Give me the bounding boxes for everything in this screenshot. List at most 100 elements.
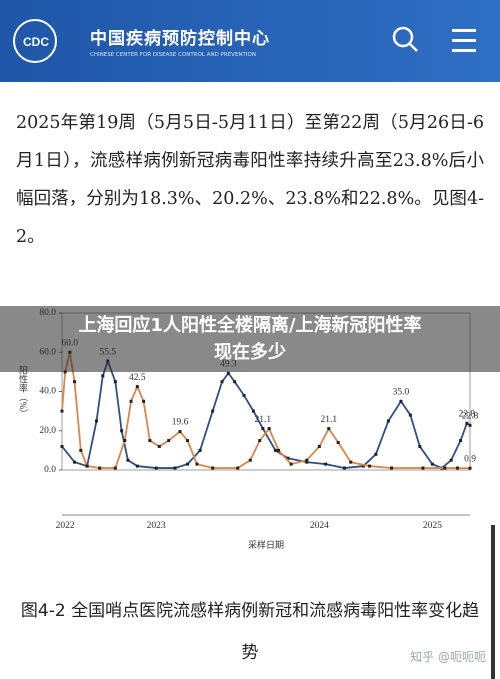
point <box>324 462 328 466</box>
point <box>251 409 255 413</box>
data-label: 0.9 <box>464 454 476 464</box>
series-line <box>61 352 471 470</box>
caption: 图4-2 全国哨点医院流感样病例新冠和流感病毒阳性率变化趋势 <box>20 601 480 663</box>
org-name: 中国疾病预防控制中心 <box>90 29 270 49</box>
point <box>167 439 171 443</box>
point <box>186 439 190 443</box>
point <box>60 444 64 448</box>
watermark: 知乎 @呃呃呃 <box>410 650 486 664</box>
point <box>113 466 117 470</box>
point <box>421 466 425 470</box>
chart: 0.020.040.060.080.0阳性率（%）202220232024202… <box>18 308 479 550</box>
point <box>349 460 353 464</box>
point <box>101 374 105 378</box>
point <box>399 399 403 403</box>
logo: CDC <box>13 19 57 63</box>
series-line <box>61 358 471 470</box>
point <box>277 448 281 452</box>
year-label: 2022 <box>56 521 75 531</box>
point <box>226 371 230 375</box>
logo-text: CDC <box>23 35 49 49</box>
point <box>305 458 309 462</box>
point <box>211 466 215 470</box>
data-label: 19.6 <box>172 418 189 428</box>
headline-band: 上海回应1人阳性全楼隔离/上海新冠阳性率现在多少 <box>0 306 500 372</box>
point <box>286 456 290 460</box>
point <box>273 448 277 452</box>
point <box>342 466 346 470</box>
point <box>142 399 146 403</box>
data-label: 21.1 <box>255 415 272 425</box>
data-label: 42.5 <box>129 373 146 383</box>
year-label: 2023 <box>147 521 166 531</box>
point <box>327 427 331 431</box>
point <box>113 380 117 384</box>
y-tick-label: 0.0 <box>44 465 56 475</box>
point <box>449 458 453 462</box>
point <box>95 419 99 423</box>
point <box>390 466 394 470</box>
data-label: 35.0 <box>393 388 410 398</box>
y-tick-label: 20.0 <box>39 426 56 436</box>
point <box>374 452 378 456</box>
point <box>258 439 262 443</box>
point <box>267 427 271 431</box>
point <box>289 462 293 466</box>
point <box>336 441 340 445</box>
x-axis-title: 采样日期 <box>248 539 284 550</box>
point <box>79 448 83 452</box>
point <box>455 466 459 470</box>
year-label: 2025 <box>423 521 442 531</box>
y-tick-label: 40.0 <box>39 387 56 397</box>
headline[interactable]: 上海回应1人阳性全楼隔离/上海新冠阳性率现在多少 <box>78 315 422 363</box>
point <box>233 380 237 384</box>
point <box>242 393 246 397</box>
point <box>261 427 265 431</box>
search-icon[interactable] <box>391 25 421 55</box>
point <box>465 421 469 425</box>
point <box>443 466 447 470</box>
org-subtitle: CHINESE CENTER FOR DISEASE CONTROL AND P… <box>90 52 256 58</box>
point <box>195 462 199 466</box>
point <box>211 409 215 413</box>
scrollbar <box>491 525 495 679</box>
point <box>135 385 139 389</box>
point <box>129 399 133 403</box>
point <box>85 464 89 468</box>
point <box>317 444 321 448</box>
data-label: 22.8 <box>462 411 479 421</box>
data-label: 23.8 <box>459 409 476 419</box>
point <box>154 466 158 470</box>
point <box>468 466 472 470</box>
point <box>73 380 77 384</box>
point <box>430 462 434 466</box>
point <box>178 430 182 434</box>
point <box>468 423 472 427</box>
menu-icon[interactable] <box>450 27 478 55</box>
point <box>220 380 224 384</box>
y-axis-title: 阳性率（%） <box>18 366 28 419</box>
point <box>186 462 190 466</box>
year-label: 2024 <box>310 521 329 531</box>
point <box>135 464 139 468</box>
point <box>368 464 372 468</box>
point <box>198 448 202 452</box>
point <box>386 419 390 423</box>
point <box>60 409 64 413</box>
point <box>361 464 365 468</box>
paragraph: 2025年第19周（5月5日-5月11日）至第22周（5月26日-6月1日），流… <box>16 113 484 247</box>
point <box>120 429 124 433</box>
point <box>123 439 127 443</box>
point <box>305 460 309 464</box>
point <box>408 413 412 417</box>
point <box>98 466 102 470</box>
point <box>459 439 463 443</box>
point <box>157 444 161 448</box>
header: CDC 中国疾病预防控制中心 CHINESE CENTER FOR DISEAS… <box>0 0 500 82</box>
point <box>418 444 422 448</box>
point <box>73 460 77 464</box>
data-label: 21.1 <box>320 415 337 425</box>
point <box>173 466 177 470</box>
point <box>236 466 240 470</box>
